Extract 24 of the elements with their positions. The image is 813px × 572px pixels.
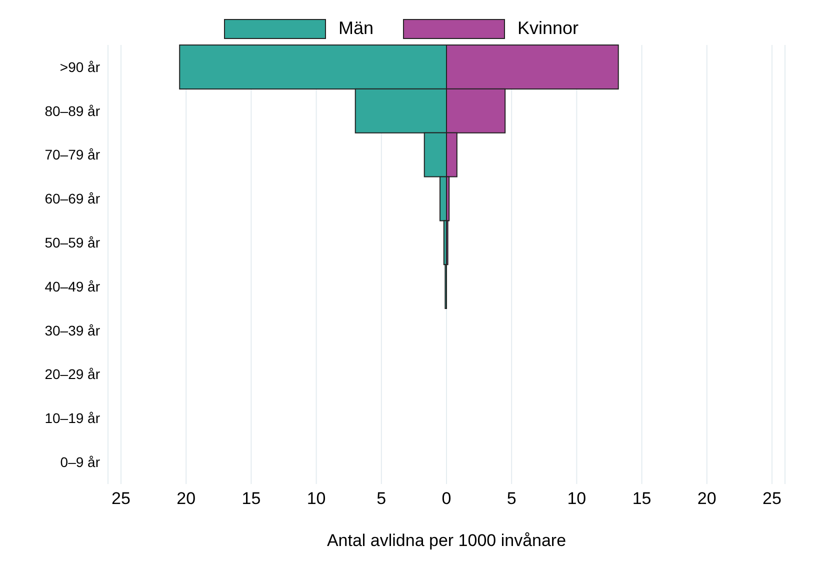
x-tick-label: 10 bbox=[567, 489, 586, 508]
series-label: Män bbox=[338, 18, 374, 39]
x-tick-label: 20 bbox=[176, 489, 196, 508]
y-tick-label: 60–69 år bbox=[44, 190, 100, 207]
y-tick-label: 40–49 år bbox=[44, 278, 100, 294]
x-tick-label: 0 bbox=[442, 489, 452, 508]
x-axis-title: Antal avlidna per 1000 invånare bbox=[326, 531, 566, 550]
y-tick-label: 30–39 år bbox=[44, 322, 100, 338]
x-tick-label: 25 bbox=[762, 489, 782, 508]
x-tick-label: 25 bbox=[112, 489, 130, 508]
y-tick-label: 10–19 år bbox=[44, 410, 100, 426]
x-tick-label: 5 bbox=[506, 489, 516, 508]
y-tick-label: >90 år bbox=[60, 58, 100, 75]
x-tick-label: 15 bbox=[632, 489, 652, 508]
series-label: Kvinnor bbox=[517, 18, 579, 39]
y-tick-label: 50–59 år bbox=[44, 234, 100, 251]
x-tick-label: 5 bbox=[376, 489, 386, 508]
x-tick-label: 20 bbox=[697, 489, 716, 508]
y-tick-label: 20–29 år bbox=[44, 366, 100, 382]
x-tick-label: 15 bbox=[242, 489, 261, 508]
y-tick-label: 70–79 år bbox=[44, 146, 100, 163]
y-tick-label: 0–9 år bbox=[60, 454, 100, 470]
x-tick-label: 10 bbox=[306, 489, 326, 508]
y-tick-label: 80–89 år bbox=[44, 102, 100, 119]
